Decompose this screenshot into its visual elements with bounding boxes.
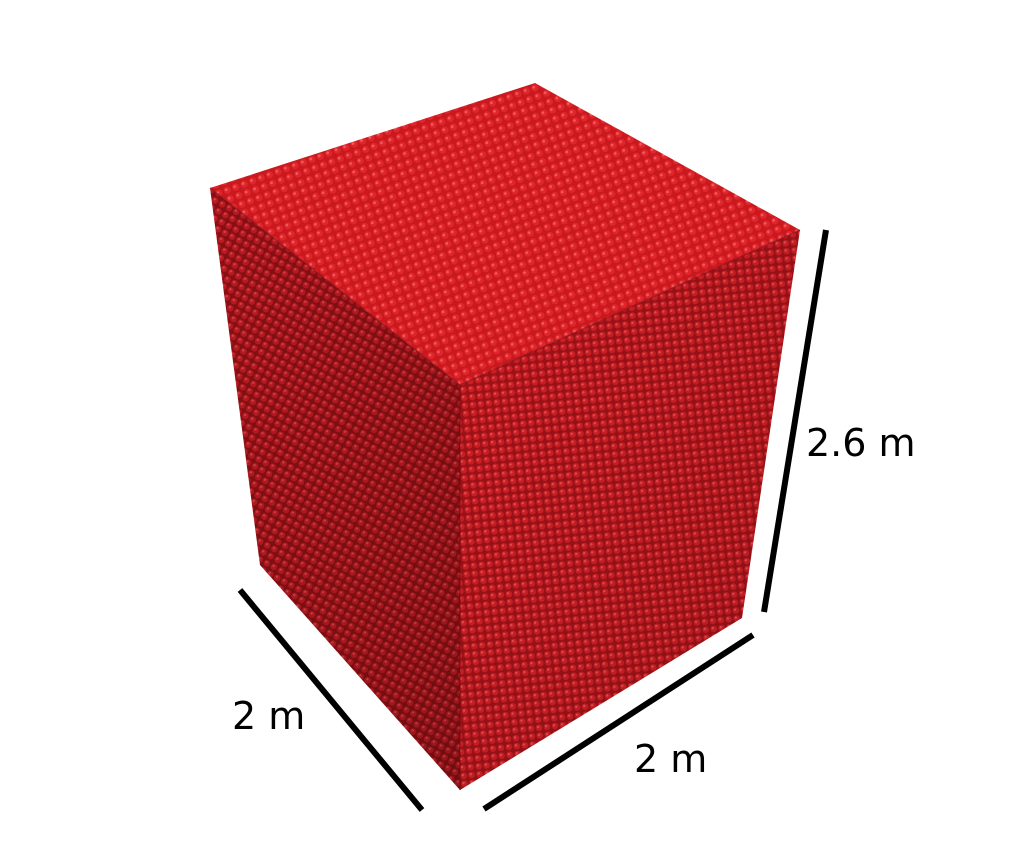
- depth-label: 2 m: [232, 694, 306, 738]
- particle-box: [209, 83, 801, 790]
- width-dimension-line: [482, 632, 755, 812]
- height-label: 2.6 m: [806, 421, 916, 465]
- box-face-top: [210, 83, 800, 385]
- height-dimension-line: [761, 229, 829, 613]
- width-label: 2 m: [634, 737, 708, 781]
- depth-dimension-line: [237, 588, 425, 812]
